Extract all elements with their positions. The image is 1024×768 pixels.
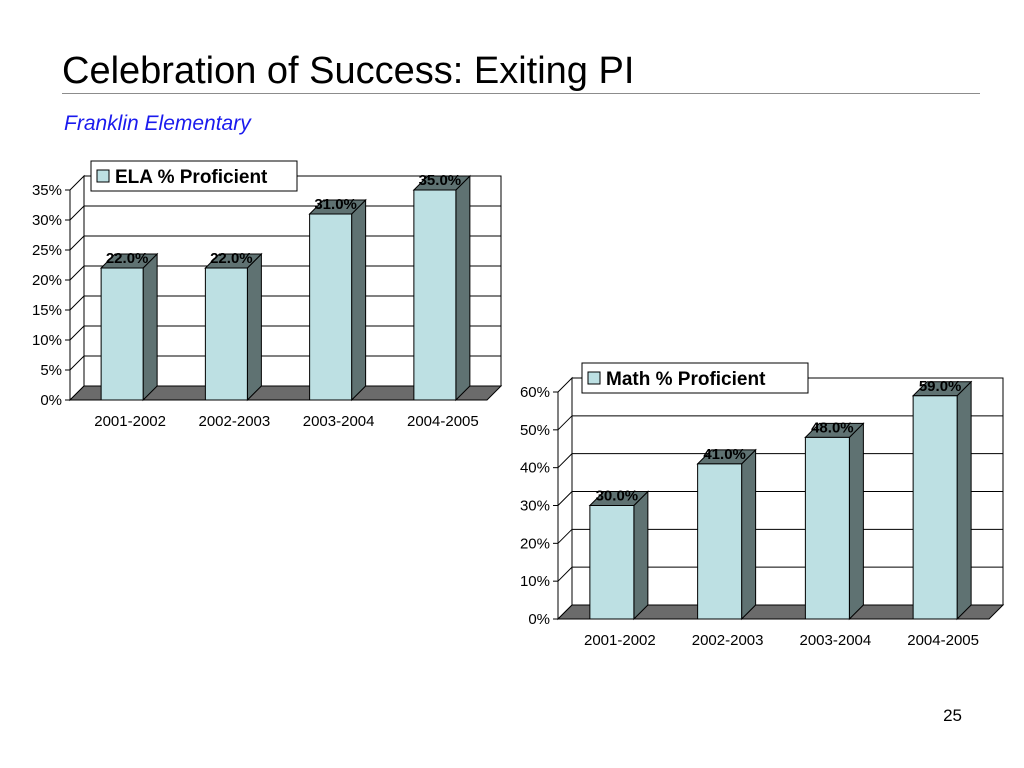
gridline — [557, 415, 1003, 431]
y-tick-label: 25% — [32, 242, 62, 259]
data-label: 48.0% — [811, 419, 854, 436]
x-tick-label: 2003-2004 — [303, 413, 375, 430]
bar-side — [848, 422, 864, 621]
bar-side — [633, 490, 649, 621]
bar — [589, 505, 635, 620]
data-label: 30.0% — [596, 488, 639, 505]
y-tick-label: 35% — [32, 182, 62, 199]
y-tick-label: 40% — [520, 460, 550, 477]
y-tick-label: 10% — [32, 332, 62, 349]
x-tick-label: 2002-2003 — [692, 632, 764, 649]
legend-box — [581, 362, 809, 394]
y-tick-label: 30% — [32, 212, 62, 229]
page-number: 25 — [943, 706, 962, 725]
legend-swatch — [96, 169, 110, 183]
x-tick-label: 2001-2002 — [94, 413, 166, 430]
x-tick-label: 2004-2005 — [907, 632, 979, 649]
y-tick-label: 15% — [32, 302, 62, 319]
y-tick-label: 60% — [520, 384, 550, 401]
y-tick-label: 0% — [528, 611, 550, 628]
bar — [309, 213, 353, 401]
x-tick-label: 2003-2004 — [800, 632, 872, 649]
x-tick-label: 2002-2003 — [199, 413, 271, 430]
x-tick-label: 2001-2002 — [584, 632, 656, 649]
legend-box — [90, 160, 298, 192]
slide-title: Celebration of Success: Exiting PI — [62, 50, 635, 92]
data-label: 22.0% — [210, 250, 253, 267]
y-tick-label: 5% — [40, 362, 62, 379]
bar — [100, 267, 144, 401]
bar — [912, 395, 958, 620]
bar — [413, 189, 457, 401]
legend-swatch — [587, 371, 601, 385]
data-label: 41.0% — [703, 446, 746, 463]
slide-subtitle: Franklin Elementary — [64, 112, 251, 135]
data-label: 31.0% — [314, 196, 357, 213]
ela-chart: 0% 5% 10% 15% 20% 25% 30% 35% 22.0% 2001-2002 22.0… — [32, 160, 503, 430]
bar — [697, 463, 743, 620]
data-label: 22.0% — [106, 250, 149, 267]
bar-side — [956, 380, 972, 621]
x-tick-label: 2004-2005 — [407, 413, 479, 430]
bar-side — [741, 448, 757, 621]
data-label: 35.0% — [419, 172, 462, 189]
y-tick-label: 0% — [40, 392, 62, 409]
math-chart: 0% 10% 20% 30% 40% 50% 60% 30.0% 2001-2002 41.0% 2… — [520, 362, 1005, 649]
y-tick-label: 20% — [520, 535, 550, 552]
y-tick-label: 20% — [32, 272, 62, 289]
bar — [204, 267, 248, 401]
y-tick-label: 50% — [520, 422, 550, 439]
y-tick-label: 10% — [520, 573, 550, 590]
bar — [804, 436, 850, 620]
legend-label: Math % Proficient — [606, 369, 766, 390]
y-tick-label: 30% — [520, 498, 550, 515]
data-label: 59.0% — [919, 378, 962, 395]
title-divider — [62, 93, 980, 94]
legend-label: ELA % Proficient — [115, 167, 268, 188]
